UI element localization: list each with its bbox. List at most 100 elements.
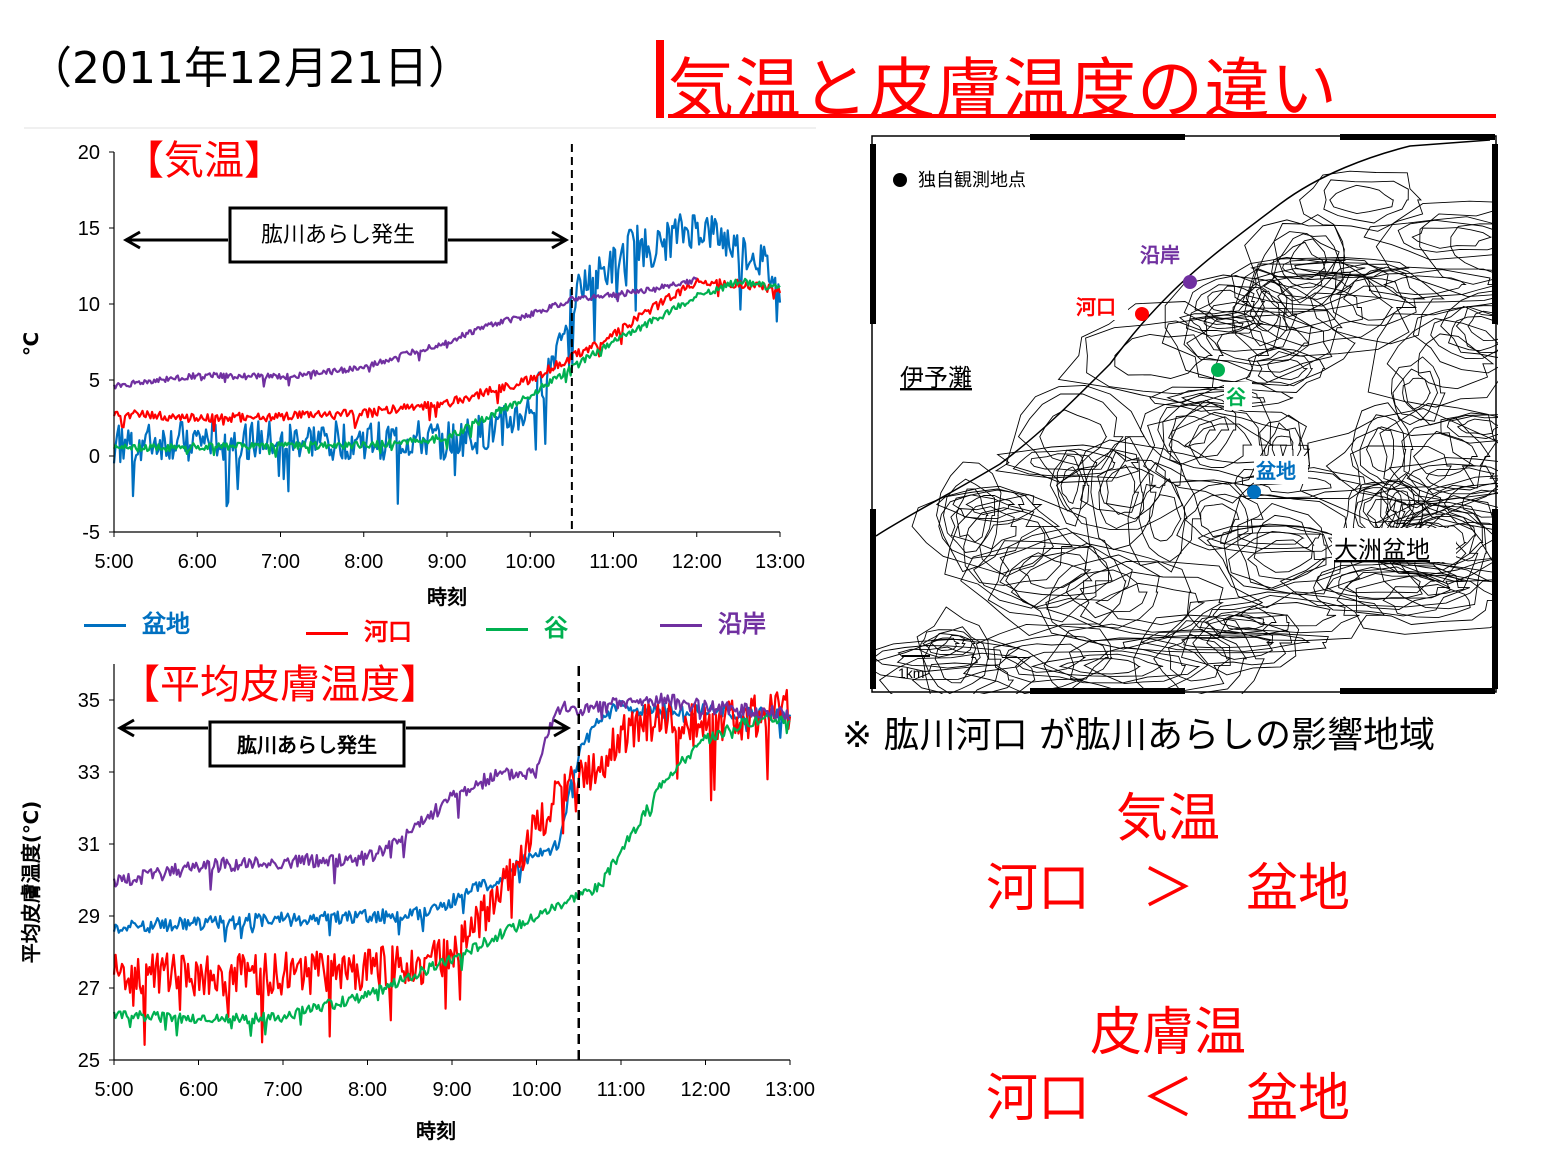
x-tick-label: 8:00: [348, 1079, 387, 1101]
contour-line: [1272, 214, 1346, 304]
contour-line: [1186, 314, 1333, 373]
skin-annotation-text: 肱川あらし発生: [237, 733, 377, 757]
contour-line: [896, 646, 979, 669]
x-tick-label: 5:00: [95, 1079, 134, 1101]
contour-line: [1402, 377, 1431, 410]
y-tick-label: 5: [89, 370, 100, 392]
y-tick-label: 15: [78, 218, 100, 240]
svg-text:谷: 谷: [1226, 385, 1247, 409]
contour-line: [870, 638, 1085, 694]
series-line-沿岸: [112, 276, 698, 390]
x-tick-label: 12:00: [680, 1079, 730, 1101]
contour-line: [1184, 423, 1274, 464]
svg-text:沿岸: 沿岸: [1140, 243, 1180, 267]
contour-line: [1390, 356, 1446, 426]
contour-line: [1440, 412, 1498, 444]
air-y-axis-label: ℃: [20, 332, 43, 356]
contour-line: [1194, 284, 1255, 321]
contour-line: [1204, 301, 1281, 352]
x-tick-label: 13:00: [755, 551, 805, 573]
contour-line: [1080, 449, 1166, 520]
contour-line: [999, 541, 1110, 597]
contour-line: [1203, 317, 1244, 330]
contour-line: [1095, 582, 1206, 626]
contour-line: [1183, 493, 1249, 544]
contour-line: [944, 494, 1091, 609]
contour-line: [1030, 653, 1164, 677]
x-tick-label: 11:00: [597, 1079, 646, 1101]
contour-line: [1417, 333, 1495, 390]
contour-line: [1450, 223, 1498, 272]
contour-line: [1323, 179, 1409, 224]
contour-line: [1430, 305, 1498, 360]
impact-note: ※ 肱川河口 が肱川あらしの影響地域: [842, 715, 1436, 756]
contour-line: [1239, 602, 1337, 627]
contour-line: [923, 626, 990, 694]
contour-line: [1012, 448, 1116, 477]
contour-line: [1375, 200, 1498, 298]
contour-line: [1143, 402, 1310, 486]
contour-line: [1345, 572, 1423, 601]
y-tick-label: 0: [89, 446, 100, 468]
x-tick-label: 8:00: [344, 551, 383, 573]
contour-line: [1234, 467, 1381, 500]
map-legend-label: 独自観測地点: [918, 170, 1026, 191]
contour-line: [1419, 209, 1498, 285]
contour-line: [1178, 310, 1264, 337]
contour-line: [1180, 614, 1300, 676]
contour-line: [994, 444, 1140, 479]
contour-line: [1200, 503, 1240, 538]
contour-line: [1232, 259, 1418, 357]
contour-line: [1057, 301, 1270, 404]
contour-line: [1017, 393, 1124, 484]
contour-line: [1279, 552, 1490, 608]
x-tick-label: 7:00: [264, 1079, 303, 1101]
contour-line: [1467, 310, 1498, 342]
skin-compare-title: 皮膚温: [1089, 1003, 1246, 1063]
series-line-谷: [112, 714, 791, 1037]
svg-text:盆地: 盆地: [1256, 459, 1296, 483]
contour-line: [1237, 502, 1327, 589]
x-tick-label: 10:00: [511, 1079, 561, 1101]
contour-line: [1065, 569, 1148, 619]
contour-line: [1379, 497, 1498, 576]
skin-x-axis-label: 時刻: [416, 1119, 456, 1143]
contour-line: [1367, 269, 1498, 300]
contour-line: [952, 489, 1025, 520]
x-tick-label: 12:00: [672, 551, 722, 573]
contour-line: [1157, 402, 1230, 459]
contour-line: [1446, 415, 1498, 439]
contour-line: [1212, 594, 1360, 634]
skin-y-axis-label: 平均皮膚温度(℃): [19, 801, 43, 964]
skin-temperature-chart: 35 33 31 29 27 25 5:00 6:00 7:00 8:00 9:00 10:00 11…: [19, 662, 815, 1143]
contour-line: [1363, 216, 1498, 261]
contour-line: [1098, 451, 1145, 530]
topographic-map: 独自観測地点 伊予灘 大洲盆地 1km 沿岸 河口 谷 盆地: [870, 134, 1498, 694]
contour-line: [1161, 310, 1356, 387]
contour-line: [1412, 305, 1498, 374]
contour-line: [943, 478, 996, 553]
contour-line: [1313, 560, 1470, 617]
x-tick-label: 10:00: [505, 551, 555, 573]
series-legend: 盆地 河口 谷 沿岸: [80, 604, 820, 646]
contour-line: [1243, 279, 1288, 347]
y-tick-label: 10: [78, 294, 100, 316]
y-tick-label: 31: [78, 834, 100, 856]
contour-line: [1267, 358, 1309, 381]
contour-line: [1367, 306, 1498, 426]
contour-line: [1250, 257, 1410, 280]
contour-line: [963, 507, 1073, 586]
contour-line: [1326, 566, 1451, 610]
contour-line: [1244, 219, 1352, 331]
air-compare-title: 気温: [1115, 789, 1220, 849]
contour-line: [1049, 449, 1090, 527]
contour-line: [1176, 482, 1264, 551]
contour-line: [1231, 268, 1298, 357]
contour-line: [1180, 636, 1275, 649]
contour-line: [1222, 614, 1265, 631]
contour-line: [1397, 219, 1498, 253]
svg-text:河口: 河口: [1076, 295, 1116, 319]
contour-line: [934, 634, 977, 684]
contour-line: [1085, 320, 1224, 395]
observation-point-tani: 谷: [1211, 363, 1252, 410]
